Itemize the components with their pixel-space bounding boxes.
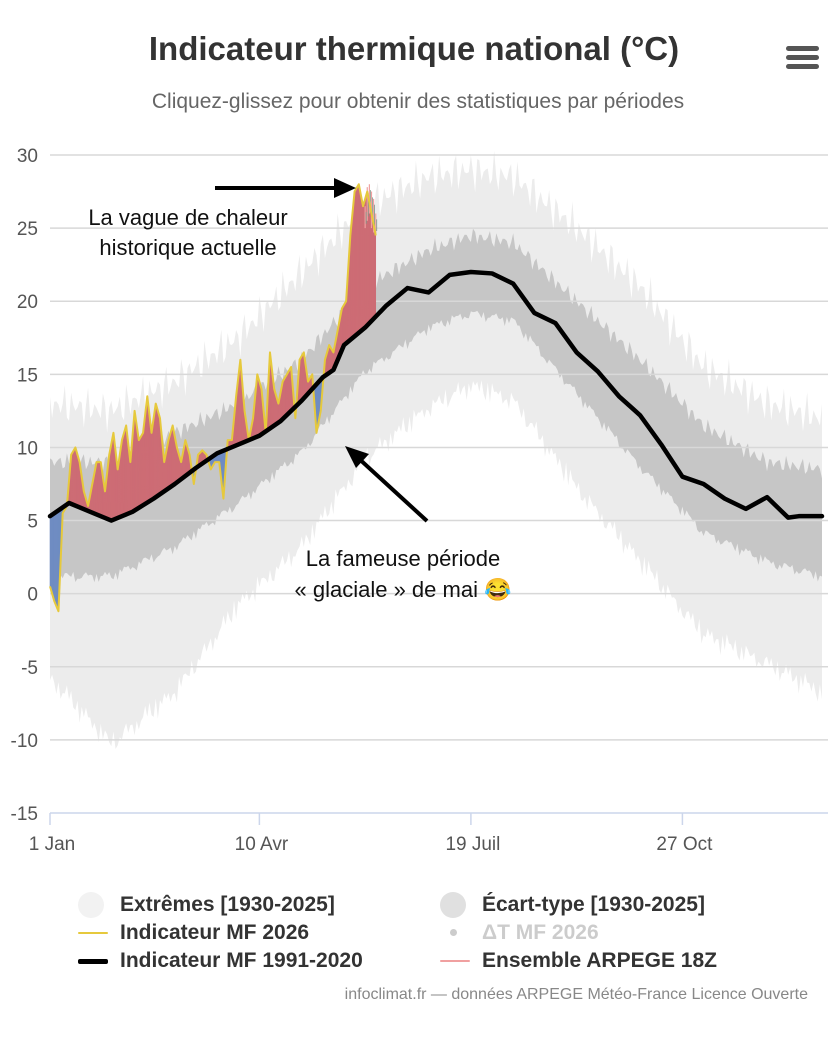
menu-bar bbox=[786, 55, 819, 60]
y-tick-label: -10 bbox=[11, 731, 38, 752]
legend-symbol-circle bbox=[440, 892, 466, 918]
legend-item-normal[interactable]: Indicateur MF 1991-2020 bbox=[78, 947, 363, 975]
x-tick-label: 10 Avr bbox=[235, 834, 289, 855]
menu-bar bbox=[786, 46, 819, 51]
menu-bar bbox=[786, 64, 819, 69]
grid-layer bbox=[50, 154, 828, 741]
legend-item-mf2026[interactable]: Indicateur MF 2026 bbox=[78, 919, 309, 947]
y-tick-label: 15 bbox=[17, 365, 38, 386]
heatwave-annotation-line2: historique actuelle bbox=[99, 235, 276, 260]
legend-symbol-circle bbox=[78, 892, 104, 918]
legend-label: Indicateur MF 2026 bbox=[120, 921, 310, 944]
x-tick-label: 1 Jan bbox=[29, 834, 75, 855]
legend-label: ΔT MF 2026 bbox=[482, 921, 599, 944]
x-tick-label: 19 Juil bbox=[445, 834, 500, 855]
legend-symbol-line bbox=[78, 932, 108, 934]
legend-symbol-dot bbox=[450, 929, 457, 936]
y-tick-label: -5 bbox=[21, 658, 38, 679]
y-tick-label: 5 bbox=[27, 512, 38, 533]
chart-subtitle: Cliquez-glissez pour obtenir des statist… bbox=[151, 90, 685, 113]
cold-annotation-line2: « glaciale » de mai 😂 bbox=[295, 577, 512, 602]
legend-item-ecart[interactable]: Écart-type [1930-2025] bbox=[440, 891, 705, 919]
legend-label: Extrêmes [1930-2025] bbox=[120, 893, 335, 916]
y-tick-label: -15 bbox=[11, 804, 38, 825]
annotations-layer: La vague de chaleur historique actuelle … bbox=[88, 178, 511, 602]
y-tick-label: 0 bbox=[27, 585, 38, 606]
hamburger-menu-icon[interactable] bbox=[782, 42, 824, 82]
chart-title: Indicateur thermique national (°C) bbox=[148, 30, 680, 67]
legend-label: Indicateur MF 1991-2020 bbox=[120, 949, 363, 972]
lines-layer bbox=[47, 183, 825, 613]
axes-layer: -15 -10 -5 0 5 10 15 20 25 30 1 Jan 10 Avr 19 Juil 27… bbox=[11, 146, 828, 855]
x-tick-label: 27 Oct bbox=[656, 834, 713, 855]
heatwave-annotation-line1: La vague de chaleur bbox=[88, 205, 287, 230]
cold-period-arrow bbox=[354, 454, 429, 523]
cold-annotation-line1: La fameuse période bbox=[306, 546, 500, 571]
normal-1991-2020-line bbox=[47, 269, 825, 523]
mf2026-line bbox=[49, 183, 377, 613]
bands-layer bbox=[50, 150, 822, 750]
legend-symbol-line bbox=[78, 958, 108, 964]
cold-period-arrowhead bbox=[345, 446, 369, 468]
y-tick-label: 10 bbox=[17, 438, 38, 459]
y-tick-label: 20 bbox=[17, 292, 38, 313]
y-tick-label: 25 bbox=[17, 219, 38, 240]
legend-label: Écart-type [1930-2025] bbox=[482, 893, 705, 916]
stddev-band bbox=[50, 228, 822, 583]
legend-item-extremes[interactable]: Extrêmes [1930-2025] bbox=[78, 891, 335, 919]
y-tick-label: 30 bbox=[17, 146, 38, 167]
extremes-band bbox=[50, 150, 822, 750]
legend-item-arpege[interactable]: Ensemble ARPEGE 18Z bbox=[440, 947, 717, 975]
legend-item-delta[interactable]: ΔT MF 2026 bbox=[440, 919, 599, 947]
legend-label: Ensemble ARPEGE 18Z bbox=[482, 949, 717, 972]
credits-link[interactable]: infoclimat.fr — données ARPEGE Météo-Fra… bbox=[344, 986, 808, 1003]
legend-symbol-line bbox=[440, 960, 470, 962]
heatwave-arrowhead bbox=[334, 178, 356, 198]
